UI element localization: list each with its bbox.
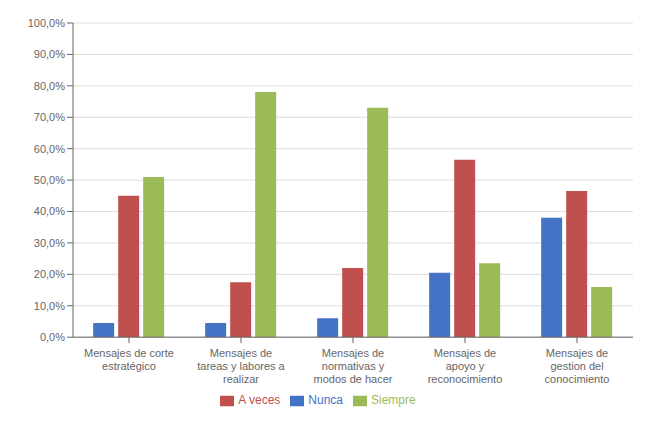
svg-text:10,0%: 10,0%	[34, 300, 65, 312]
svg-text:50,0%: 50,0%	[34, 174, 65, 186]
svg-text:Mensajes denormativas ymodos d: Mensajes denormativas ymodos de hacer	[314, 347, 393, 385]
svg-text:0,0%: 0,0%	[40, 331, 65, 343]
svg-text:Mensajes deapoyo yreconocimien: Mensajes deapoyo yreconocimiento	[428, 347, 503, 385]
html-text:A veces: A veces	[238, 393, 281, 408]
svg-text:100,0%: 100,0%	[28, 17, 66, 29]
svg-text:40,0%: 40,0%	[34, 205, 65, 217]
svg-text:80,0%: 80,0%	[34, 80, 65, 92]
svg-text:70,0%: 70,0%	[34, 111, 65, 123]
html-text:Siempre: Siempre	[371, 393, 416, 408]
svg-text:90,0%: 90,0%	[34, 48, 65, 60]
html-text:Nunca: Nunca	[308, 393, 343, 408]
svg-text:60,0%: 60,0%	[34, 143, 65, 155]
svg-text:Mensajes de corteestratégico: Mensajes de corteestratégico	[84, 347, 174, 372]
svg-text:20,0%: 20,0%	[34, 268, 65, 280]
svg-text:Mensajes detareas y labores ar: Mensajes detareas y labores arealizar	[197, 347, 285, 385]
svg-text:30,0%: 30,0%	[34, 237, 65, 249]
svg-text:Mensajes degestion delconocimi: Mensajes degestion delconocimiento	[545, 347, 610, 385]
